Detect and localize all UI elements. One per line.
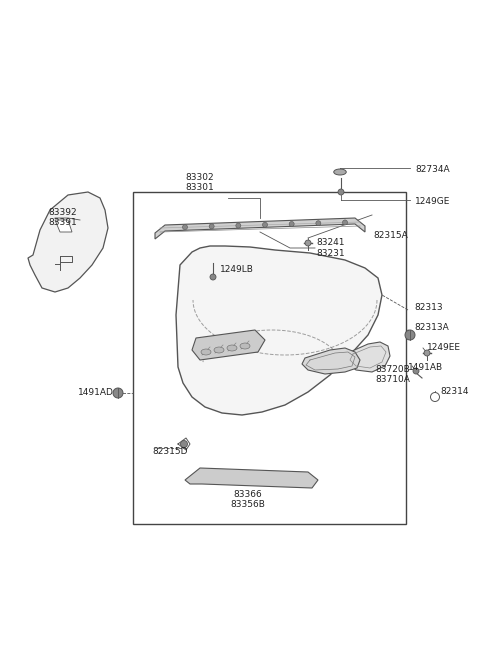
Text: 83720B
83710A: 83720B 83710A — [375, 365, 410, 384]
Circle shape — [413, 368, 419, 374]
Circle shape — [210, 274, 216, 280]
Circle shape — [305, 240, 311, 246]
Circle shape — [113, 388, 123, 398]
Text: 82313: 82313 — [414, 302, 443, 312]
Circle shape — [316, 220, 321, 226]
Text: 83392
83391: 83392 83391 — [48, 208, 77, 228]
Circle shape — [343, 220, 348, 225]
Text: 1491AB: 1491AB — [408, 363, 443, 373]
Text: 1249LB: 1249LB — [220, 266, 254, 274]
Polygon shape — [302, 348, 360, 374]
Bar — [133, 192, 406, 524]
Circle shape — [182, 224, 188, 230]
Text: 82313A: 82313A — [414, 323, 449, 333]
Polygon shape — [55, 220, 72, 232]
Text: 83302
83301: 83302 83301 — [186, 173, 215, 192]
Ellipse shape — [201, 349, 211, 355]
Text: 82314: 82314 — [440, 388, 468, 396]
Polygon shape — [185, 468, 318, 488]
Text: 1491AD: 1491AD — [78, 388, 114, 397]
Circle shape — [424, 350, 430, 356]
Polygon shape — [155, 218, 365, 239]
Ellipse shape — [227, 345, 237, 351]
Ellipse shape — [240, 343, 250, 349]
Circle shape — [338, 189, 344, 195]
Text: 82315D: 82315D — [152, 447, 188, 455]
Circle shape — [405, 330, 415, 340]
Ellipse shape — [334, 169, 346, 175]
Polygon shape — [192, 330, 265, 360]
Circle shape — [209, 224, 214, 229]
Circle shape — [180, 440, 188, 447]
Circle shape — [431, 392, 440, 401]
Text: 83241
83231: 83241 83231 — [316, 238, 345, 258]
Circle shape — [236, 223, 241, 228]
Polygon shape — [28, 192, 108, 292]
Polygon shape — [348, 342, 390, 372]
Text: 82734A: 82734A — [415, 165, 450, 173]
Ellipse shape — [214, 347, 224, 353]
Circle shape — [263, 222, 267, 227]
Text: 1249EE: 1249EE — [427, 344, 461, 352]
Text: 83366
83356B: 83366 83356B — [230, 490, 265, 510]
Text: 82315A: 82315A — [373, 232, 408, 241]
Text: 1249GE: 1249GE — [415, 197, 450, 205]
Circle shape — [289, 222, 294, 226]
Polygon shape — [176, 246, 382, 415]
